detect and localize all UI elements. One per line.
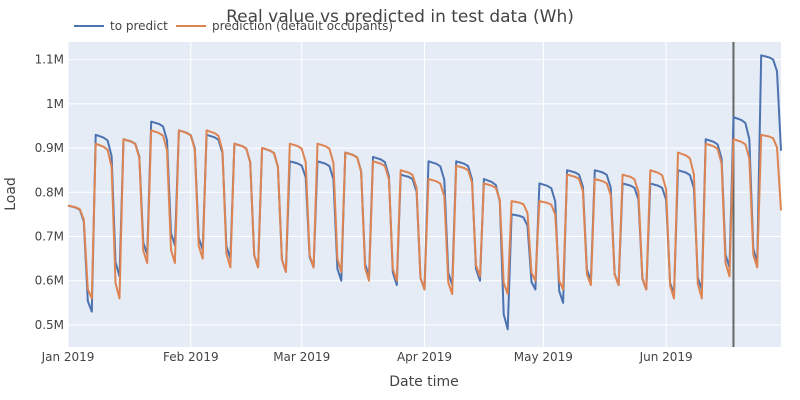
y-tick-label: 0.9M [35, 141, 64, 155]
y-axis-title: Load [3, 177, 19, 211]
y-tick-label: 0.8M [35, 185, 64, 199]
legend-label-to-predict[interactable]: to predict [110, 19, 168, 33]
legend-label-prediction[interactable]: prediction (default occupants) [212, 19, 393, 33]
x-axis-title: Date time [389, 374, 459, 390]
y-tick-label: 0.7M [35, 229, 64, 243]
grid-lines [67, 42, 781, 347]
legend[interactable]: to predict prediction (default occupants… [74, 19, 393, 33]
y-tick-labels: 0.5M 0.6M 0.7M 0.8M 0.9M 1M 1.1M [35, 53, 64, 332]
series-lines [67, 54, 782, 331]
y-tick-label: 0.6M [35, 274, 64, 288]
x-tick-label: Feb 2019 [163, 350, 219, 364]
chart-title: Real value vs predicted in test data (Wh… [226, 7, 574, 27]
x-tick-label: Mar 2019 [273, 350, 330, 364]
x-tick-label: May 2019 [514, 350, 573, 364]
x-tick-labels: Jan 2019 Feb 2019 Mar 2019 Apr 2019 May 2019… [41, 350, 693, 364]
x-tick-label: Jan 2019 [41, 350, 95, 364]
series-line-prediction[interactable] [67, 129, 782, 300]
x-tick-label: Jun 2019 [639, 350, 693, 364]
y-tick-label: 1.1M [35, 53, 64, 67]
y-tick-label: 0.5M [35, 318, 64, 332]
y-tick-label: 1M [46, 97, 64, 111]
x-tick-label: Apr 2019 [397, 350, 452, 364]
